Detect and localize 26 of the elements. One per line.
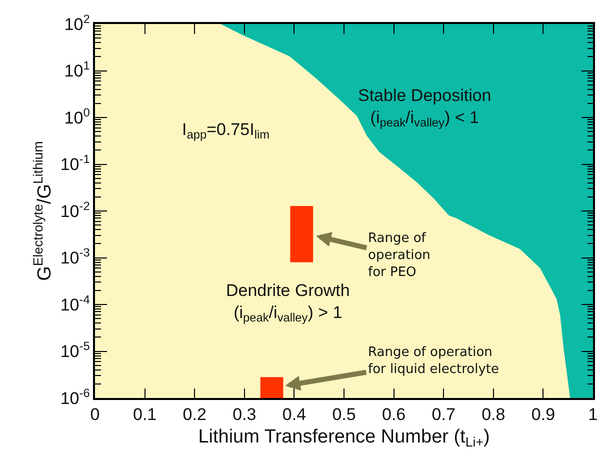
y-tick-label: 10$^{2}$ [64,12,90,34]
y-tick-label: 10$^{0}$ [64,105,90,128]
x-tick-label: 0.8 [482,405,506,424]
x-axis-title: Lithium Transference Number (t$_{Li+}$) [198,426,490,450]
x-tick-label: 0.2 [182,405,206,424]
annotation: Range of operation for PEO [368,231,430,280]
annotation: Range of operation for liquid electrolyte [368,345,499,377]
y-tick-label: 10$^{-2}$ [60,198,90,221]
y-tick-label: 10$^{-3}$ [60,246,90,268]
y-tick-label: 10$^{-1}$ [60,152,90,174]
x-tick-label: 0 [90,405,100,424]
annotation: Stable Deposition (i$_{peak}$/i$_{valley}$) < 1 [358,86,492,130]
x-tick-label: 0.3 [232,405,256,424]
x-tick-label: 1 [588,405,598,424]
y-tick-label: 10$^{-4}$ [60,292,90,314]
y-tick-label: 10$^{1}$ [64,58,90,81]
x-tick-label: 0.7 [432,405,456,424]
x-tick-label: 0.5 [332,405,356,424]
x-tick-label: 0.4 [282,405,306,424]
y-tick-label: 10$^{-6}$ [60,386,90,408]
y-tick-label: 10$^{-5}$ [60,339,90,362]
x-tick-label: 0.6 [382,405,406,424]
annotation: Dendrite Growth (i$_{peak}$/i$_{valley}$) > 1 [226,281,350,325]
x-tick-label: 0.1 [132,405,157,424]
x-tick-label: 0.9 [531,405,556,424]
annotation: I$_{app}$=0.75I$_{lim}$ [182,120,270,142]
